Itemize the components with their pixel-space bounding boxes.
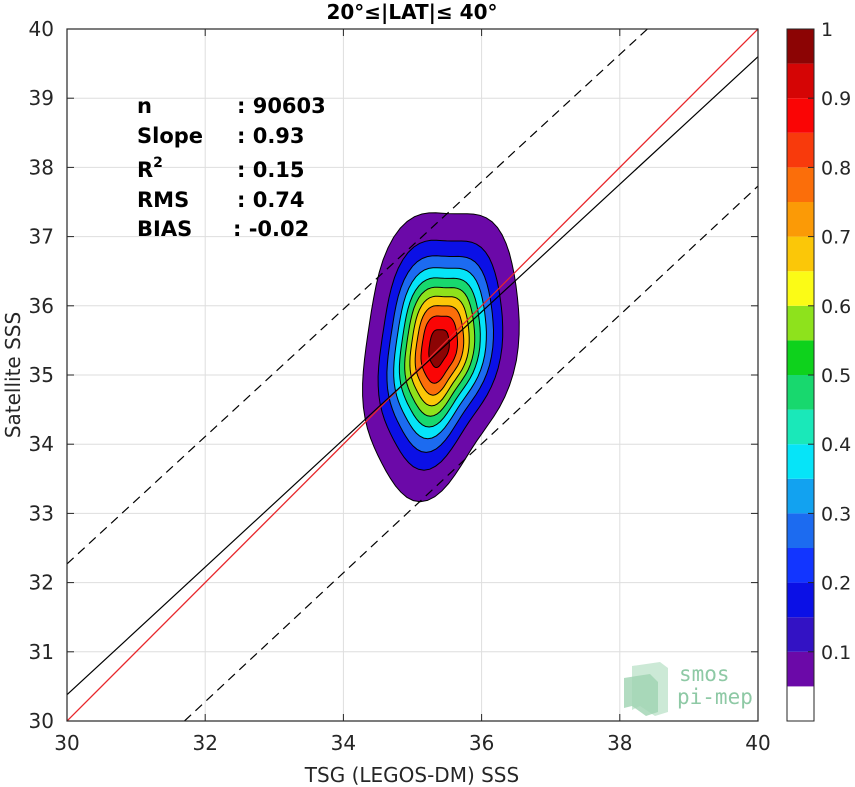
stat-label: Slope: [137, 124, 203, 148]
colorbar-bin: [787, 582, 814, 618]
y-tick-label: 40: [29, 17, 54, 41]
colorbar-bin: [787, 132, 814, 168]
colorbar-tick-label: 0.1: [821, 642, 851, 664]
colorbar-tick-label: 0.6: [821, 296, 851, 318]
statistics-box: n : 90603 Slope : 0.93 R2 : 0.15 RMS : 0.74 BIAS…: [137, 94, 326, 241]
colorbar-bin: [787, 617, 814, 652]
y-axis-ticks: 30 31 32 33 34 35 36 37 38 39 40: [29, 17, 758, 733]
colorbar: 0.1 0.2 0.3 0.4 0.5 0.6 0.7 0.8 0.9 1: [786, 19, 851, 722]
stat-value: : 0.93: [237, 124, 305, 148]
colorbar-bin: [787, 478, 814, 514]
reference-lines: [67, 29, 758, 721]
y-tick-label: 31: [29, 640, 54, 664]
y-tick-label: 37: [29, 225, 54, 249]
y-tick-label: 36: [29, 294, 54, 318]
x-tick-label: 38: [607, 731, 632, 755]
stat-label: n: [137, 94, 152, 118]
stat-value: : 90603: [237, 94, 326, 118]
colorbar-tick-label: 0.2: [821, 573, 851, 595]
y-tick-label: 30: [29, 709, 54, 733]
colorbar-bin: [787, 444, 814, 479]
x-tick-label: 40: [745, 731, 770, 755]
colorbar-bin: [787, 29, 814, 64]
colorbar-bin: [787, 63, 814, 99]
colorbar-tick-label: 1: [821, 19, 833, 41]
x-tick-label: 34: [331, 731, 356, 755]
colorbar-tick-label: 0.5: [821, 365, 851, 387]
density-contours: [362, 212, 520, 503]
colorbar-tick-label: 0.3: [821, 503, 851, 525]
stat-superscript: 2: [153, 155, 163, 171]
stat-value: : 0.74: [237, 188, 305, 212]
colorbar-bin: [787, 98, 814, 133]
colorbar-tick-label: 0.9: [821, 88, 851, 110]
logo-line-1: smos: [679, 662, 730, 686]
stat-value: : 0.15: [237, 158, 305, 182]
x-tick-label: 36: [469, 731, 494, 755]
colorbar-tick-label: 0.7: [821, 227, 851, 249]
colorbar-bin: [787, 271, 814, 306]
y-tick-label: 35: [29, 363, 54, 387]
stat-label: BIAS: [137, 217, 192, 241]
stat-label: R2: [137, 155, 163, 182]
y-tick-label: 38: [29, 155, 54, 179]
x-tick-label: 30: [54, 731, 79, 755]
colorbar-bin: [787, 167, 814, 202]
logo-line-2: pi-mep: [677, 685, 753, 709]
colorbar-bin: [787, 236, 814, 272]
colorbar-bin: [787, 305, 814, 341]
colorbar-bin: [787, 686, 814, 721]
colorbar-bin: [787, 409, 814, 445]
lower-bound-dashed-line: [184, 185, 758, 721]
x-axis-label: TSG (LEGOS-DM) SSS: [304, 763, 519, 787]
stat-label: RMS: [137, 188, 189, 212]
x-tick-label: 32: [192, 731, 217, 755]
x-axis-ticks: 30 32 34 36 38 40: [54, 29, 771, 755]
y-tick-label: 39: [29, 86, 54, 110]
colorbar-bin: [787, 548, 814, 583]
colorbar-bin: [787, 513, 814, 548]
y-axis-label: Satellite SSS: [1, 312, 25, 438]
upper-bound-dashed-line: [67, 29, 648, 565]
colorbar-tick-label: 0.8: [821, 157, 851, 179]
colorbar-bin: [787, 375, 814, 410]
colorbar-bin: [787, 651, 814, 687]
y-tick-label: 33: [29, 501, 54, 525]
colorbar-tick-label: 0.4: [821, 434, 851, 456]
stat-value: : -0.02: [233, 217, 309, 241]
y-tick-label: 32: [29, 571, 54, 595]
colorbar-bin: [787, 202, 814, 237]
colorbar-bin: [787, 340, 814, 375]
chart-title: 20°≤|LAT|≤ 40°: [326, 0, 497, 24]
smos-pimep-logo: smos pi-mep: [624, 662, 753, 716]
y-tick-label: 34: [29, 432, 54, 456]
regression-line: [67, 56, 758, 696]
